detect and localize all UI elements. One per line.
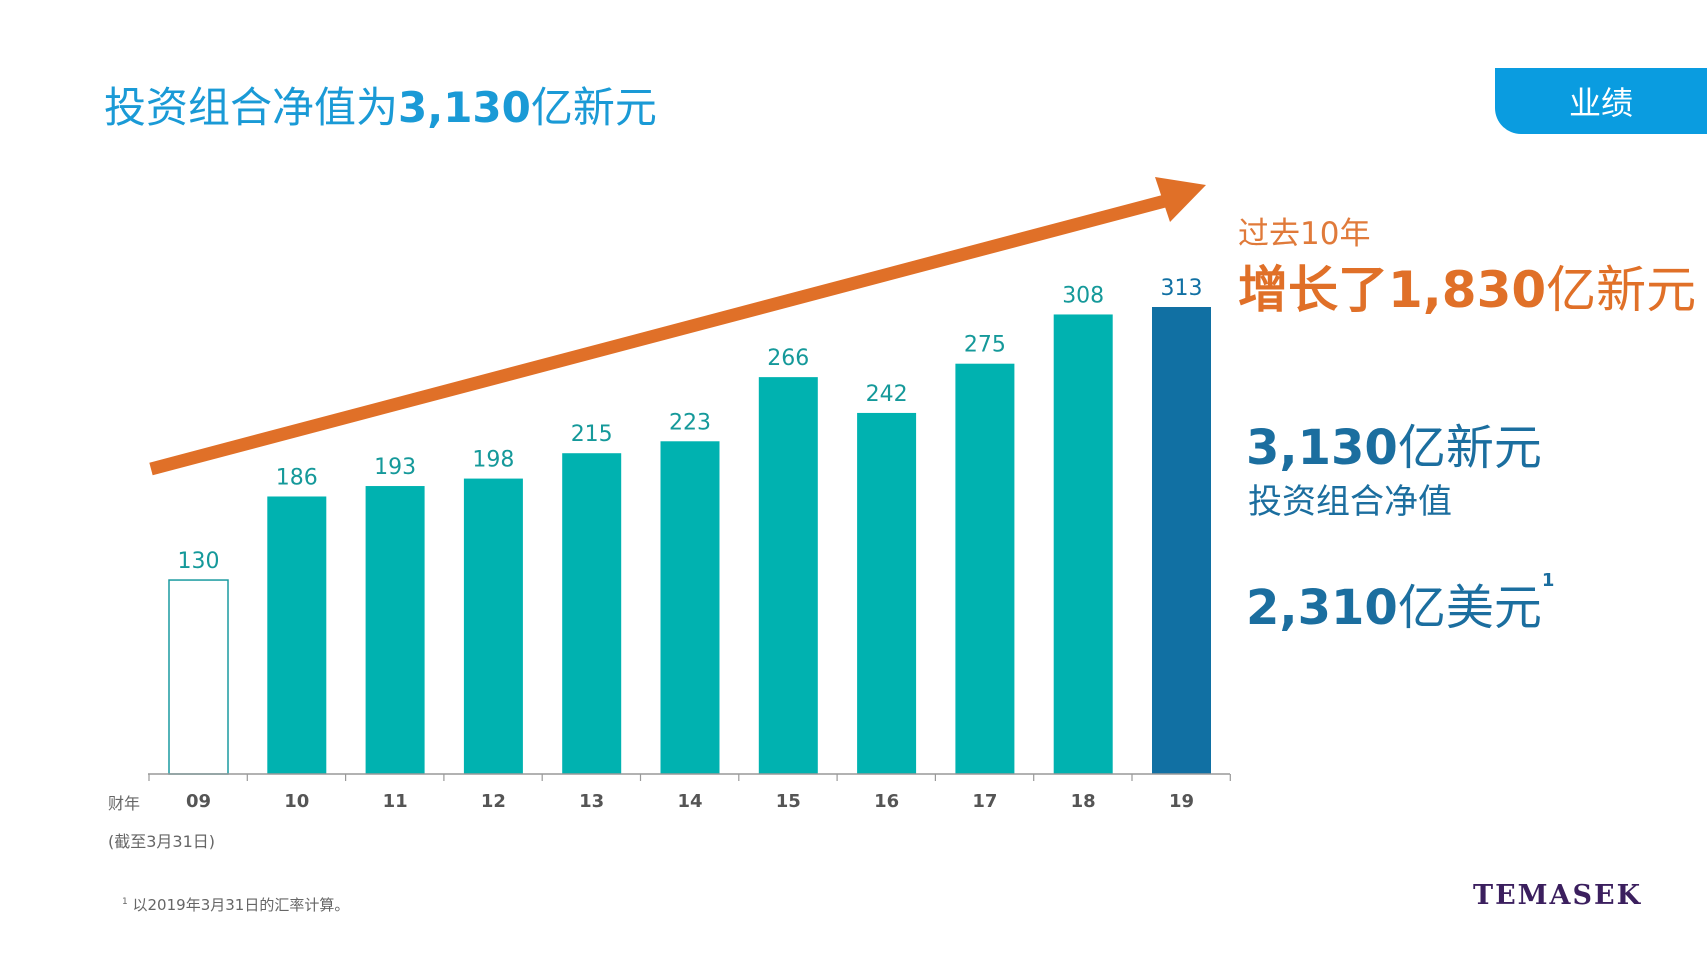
- footnote: 1 以2019年3月31日的汇率计算。: [122, 894, 349, 915]
- bar-value-label: 130: [178, 549, 220, 574]
- bar-10: [267, 496, 327, 774]
- growth-amount: 增长了1,830亿新元: [1238, 250, 1696, 322]
- bar-14: [660, 441, 720, 774]
- bar-value-label: 266: [767, 346, 809, 371]
- x-tick-label: 09: [186, 791, 211, 812]
- x-tick-label: 14: [677, 791, 702, 812]
- bar-value-label: 193: [374, 455, 416, 480]
- x-tick-label: 19: [1169, 791, 1194, 812]
- section-tab: 业绩: [1495, 68, 1707, 134]
- usd-unit: 亿美元: [1397, 580, 1542, 636]
- trend-arrow: [149, 177, 1206, 476]
- bar-09: [168, 579, 229, 775]
- title-prefix: 投资组合净值为: [104, 83, 399, 132]
- trend-arrow-shaft: [149, 194, 1167, 476]
- bar-15: [758, 377, 818, 774]
- growth-period: 过去10年: [1238, 216, 1371, 252]
- bar-value-label: 275: [964, 333, 1006, 358]
- page-title: 投资组合净值为3,130亿新元: [104, 74, 657, 135]
- x-tick-label: 18: [1071, 791, 1096, 812]
- x-tick-label: 17: [972, 791, 997, 812]
- bar-13: [562, 453, 622, 774]
- bar-17: [955, 363, 1015, 774]
- temasek-logo: TEMASEK: [1473, 880, 1643, 911]
- footnote-mark: 1: [1541, 570, 1555, 591]
- footnote-number: 1: [122, 897, 128, 907]
- bar-11: [365, 486, 425, 774]
- growth-number: 1,830: [1388, 261, 1547, 319]
- title-amount: 3,130: [398, 83, 531, 132]
- trend-arrow-head: [1155, 177, 1206, 222]
- footnote-text: 以2019年3月31日的汇率计算。: [132, 896, 350, 914]
- section-tab-label: 业绩: [1568, 84, 1633, 122]
- bar-19: [1152, 307, 1211, 774]
- growth-prefix: 增长了: [1238, 261, 1388, 319]
- bar-value-label: 223: [669, 410, 711, 435]
- nav-number: 3,130: [1246, 420, 1398, 476]
- bar-value-label: 215: [571, 422, 613, 447]
- nav-label: 投资组合净值: [1248, 482, 1452, 522]
- bar-16: [857, 412, 917, 774]
- title-suffix: 亿新元: [530, 83, 657, 132]
- x-tick-label: 15: [776, 791, 801, 812]
- as-of-label: (截至3月31日): [108, 832, 216, 851]
- x-tick-label: 16: [874, 791, 899, 812]
- x-tick-label: 13: [579, 791, 604, 812]
- usd-number: 2,310: [1246, 580, 1398, 636]
- x-tick-label: 12: [481, 791, 506, 812]
- bar-18: [1053, 314, 1113, 774]
- nav-amount: 3,130亿新元: [1246, 408, 1542, 478]
- fiscal-year-label: 财年: [108, 794, 141, 813]
- x-tick-label: 11: [383, 791, 408, 812]
- bar-value-label: 313: [1161, 276, 1203, 301]
- bar-12: [463, 478, 523, 774]
- growth-suffix: 亿新元: [1546, 261, 1697, 319]
- x-tick-label: 10: [284, 791, 309, 812]
- bar-value-label: 242: [866, 382, 908, 407]
- bar-value-label: 308: [1062, 283, 1104, 308]
- bar-value-label: 198: [472, 448, 514, 473]
- nav-unit: 亿新元: [1397, 420, 1542, 476]
- usd-amount: 2,310亿美元1: [1246, 568, 1554, 638]
- bar-value-label: 186: [276, 465, 318, 490]
